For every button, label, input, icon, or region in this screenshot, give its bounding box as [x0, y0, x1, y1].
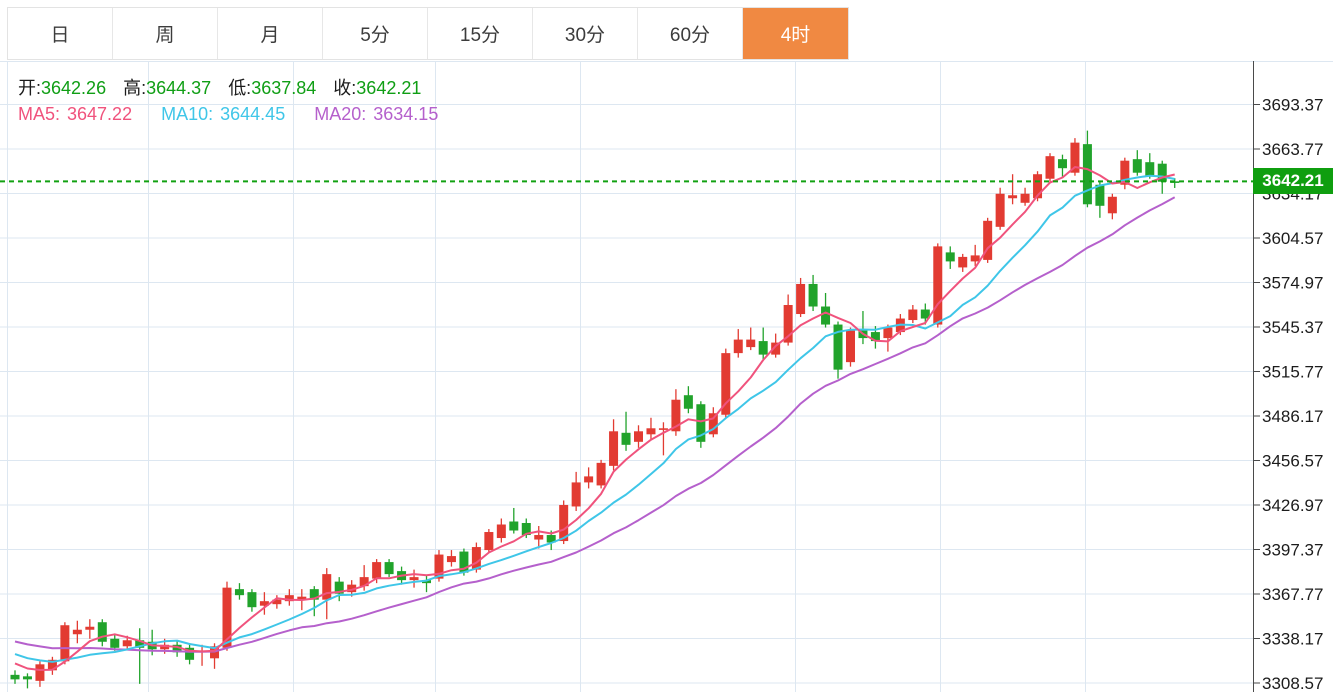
- period-tab-4[interactable]: 15分: [428, 8, 533, 59]
- ma10-value: 3644.45: [220, 104, 286, 124]
- period-tab-7[interactable]: 4时: [743, 8, 848, 59]
- y-axis-label: 3338.17: [1262, 630, 1323, 649]
- y-axis-label: 3367.77: [1262, 585, 1323, 604]
- ma20-line: [14, 196, 1176, 653]
- y-axis: 3693.373663.773634.173604.573574.973545.…: [1253, 61, 1323, 692]
- period-tab-6[interactable]: 60分: [638, 8, 743, 59]
- y-axis-label: 3426.97: [1262, 496, 1323, 515]
- current-price-tag: 3642.21: [1253, 168, 1333, 195]
- open-label: 开:: [18, 78, 42, 98]
- y-axis-label: 3574.97: [1262, 274, 1323, 293]
- ma20-legend: MA20: 3634.15: [314, 104, 439, 124]
- y-axis-label: 3486.17: [1262, 407, 1323, 426]
- chart-canvas: 3693.373663.773634.173604.573574.973545.…: [0, 61, 1333, 692]
- high-label: 高:: [123, 78, 147, 98]
- low-value: 3637.84: [251, 78, 317, 98]
- ohlc-readout: 开:3642.26 高:3644.37 低:3637.84 收:3642.21: [18, 74, 438, 100]
- y-axis-label: 3456.57: [1262, 452, 1323, 471]
- ma5-line: [14, 166, 1175, 671]
- close-value: 3642.21: [356, 78, 422, 98]
- close-label: 收:: [333, 78, 357, 98]
- y-axis-label: 3308.57: [1262, 674, 1323, 692]
- y-axis-label: 3515.77: [1262, 363, 1323, 382]
- high-value: 3644.37: [146, 78, 212, 98]
- y-axis-label: 3604.57: [1262, 229, 1323, 248]
- y-axis-label: 3397.37: [1262, 541, 1323, 560]
- ma-legend: MA5: 3647.22 MA10: 3644.45 MA20: 3634.15: [18, 104, 462, 125]
- ma10-legend: MA10: 3644.45: [161, 104, 286, 124]
- period-tab-3[interactable]: 5分: [323, 8, 428, 59]
- y-axis-label: 3663.77: [1262, 140, 1323, 159]
- ma5-value: 3647.22: [67, 104, 133, 124]
- period-tab-2[interactable]: 月: [218, 8, 323, 59]
- open-value: 3642.26: [41, 78, 107, 98]
- period-tab-1[interactable]: 周: [113, 8, 218, 59]
- ma10-line: [14, 174, 1175, 663]
- y-axis-label: 3693.37: [1262, 96, 1323, 115]
- candlestick-chart-area[interactable]: 3693.373663.773634.173604.573574.973545.…: [0, 61, 1333, 692]
- period-tab-5[interactable]: 30分: [533, 8, 638, 59]
- grid-layer: [0, 61, 1333, 692]
- ma5-legend: MA5: 3647.22: [18, 104, 133, 124]
- low-label: 低:: [228, 78, 252, 98]
- y-axis-label: 3545.37: [1262, 318, 1323, 337]
- candles-layer: [10, 130, 1180, 689]
- period-tab-0[interactable]: 日: [8, 8, 113, 59]
- period-tabs: 日周月 5分 15分 30分 60分 4时: [7, 7, 849, 60]
- ma20-value: 3634.15: [373, 104, 439, 124]
